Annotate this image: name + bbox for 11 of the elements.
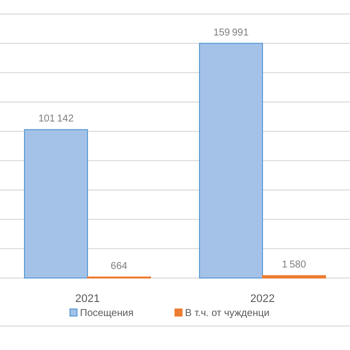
x-tick-label: 2021 [75, 293, 100, 305]
data-label: 159 991 [213, 27, 250, 38]
x-tick-label: 2022 [250, 293, 275, 305]
data-label: 1 580 [282, 260, 307, 271]
legend-label: В т.ч. от чужденци [185, 308, 270, 319]
bar [199, 42, 263, 278]
bar [24, 129, 88, 278]
bar [262, 275, 326, 278]
data-label: 101 142 [38, 114, 74, 125]
legend-label: Посещения [80, 308, 134, 319]
data-label: 664 [110, 261, 128, 272]
